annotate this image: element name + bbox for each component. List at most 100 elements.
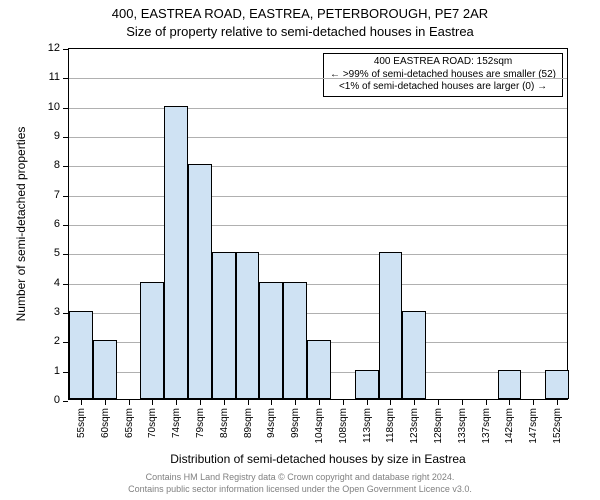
x-tick: [509, 400, 510, 405]
gridline: [69, 108, 567, 109]
x-tick-label: 65sqm: [124, 408, 135, 438]
y-tick-label: 8: [30, 159, 60, 171]
bar: [188, 164, 212, 399]
x-tick: [200, 400, 201, 405]
x-tick-label: 128sqm: [433, 408, 444, 444]
x-tick-label: 142sqm: [504, 408, 515, 444]
y-tick: [63, 313, 68, 314]
x-tick: [176, 400, 177, 405]
y-tick-label: 4: [30, 277, 60, 289]
x-tick-label: 70sqm: [147, 408, 158, 438]
bar: [498, 370, 522, 399]
x-tick: [81, 400, 82, 405]
bar: [164, 106, 188, 399]
legend-line-1: 400 EASTREA ROAD: 152sqm: [330, 56, 556, 69]
x-tick: [295, 400, 296, 405]
x-tick-label: 74sqm: [171, 408, 182, 438]
x-tick-label: 84sqm: [219, 408, 230, 438]
x-tick: [533, 400, 534, 405]
y-tick-label: 7: [30, 189, 60, 201]
y-tick: [63, 196, 68, 197]
bar: [283, 282, 307, 399]
footer-line-1: Contains HM Land Registry data © Crown c…: [0, 472, 600, 482]
chart-container: 400, EASTREA ROAD, EASTREA, PETERBOROUGH…: [0, 0, 600, 500]
x-tick: [438, 400, 439, 405]
footer-line-2: Contains public sector information licen…: [0, 484, 600, 494]
y-tick: [63, 137, 68, 138]
bar: [307, 340, 331, 399]
gridline: [69, 225, 567, 226]
x-tick-label: 133sqm: [457, 408, 468, 444]
bar: [236, 252, 260, 399]
y-tick: [63, 166, 68, 167]
bar: [259, 282, 283, 399]
legend-box: 400 EASTREA ROAD: 152sqm ← >99% of semi-…: [323, 53, 563, 97]
x-tick: [462, 400, 463, 405]
x-tick: [152, 400, 153, 405]
x-tick-label: 152sqm: [552, 408, 563, 444]
y-tick: [63, 225, 68, 226]
y-tick-label: 5: [30, 247, 60, 259]
x-tick-label: 89sqm: [243, 408, 254, 438]
chart-title-address: 400, EASTREA ROAD, EASTREA, PETERBOROUGH…: [0, 6, 600, 21]
legend-line-3: <1% of semi-detached houses are larger (…: [330, 81, 556, 94]
y-tick: [63, 49, 68, 50]
y-tick-label: 10: [30, 101, 60, 113]
bar: [355, 370, 379, 399]
y-tick-label: 11: [30, 71, 60, 83]
bar: [402, 311, 426, 399]
x-tick-label: 55sqm: [76, 408, 87, 438]
y-axis-label: Number of semi-detached properties: [14, 48, 30, 400]
x-tick-label: 113sqm: [362, 408, 373, 443]
x-tick-label: 60sqm: [100, 408, 111, 438]
x-tick-label: 79sqm: [195, 408, 206, 438]
x-tick: [414, 400, 415, 405]
y-tick: [63, 372, 68, 373]
chart-title-subtitle: Size of property relative to semi-detach…: [0, 24, 600, 39]
x-tick: [367, 400, 368, 405]
y-tick-label: 2: [30, 335, 60, 347]
x-tick: [319, 400, 320, 405]
y-tick-label: 1: [30, 365, 60, 377]
x-tick-label: 104sqm: [314, 408, 325, 444]
bar: [545, 370, 569, 399]
gridline: [69, 166, 567, 167]
plot-area: 400 EASTREA ROAD: 152sqm ← >99% of semi-…: [68, 48, 568, 400]
bar: [140, 282, 164, 399]
gridline: [69, 196, 567, 197]
x-tick-label: 123sqm: [409, 408, 420, 444]
x-tick: [248, 400, 249, 405]
bar: [379, 252, 403, 399]
x-tick: [271, 400, 272, 405]
x-tick: [557, 400, 558, 405]
y-tick: [63, 254, 68, 255]
bar: [69, 311, 93, 399]
y-tick: [63, 284, 68, 285]
x-tick: [390, 400, 391, 405]
x-tick: [224, 400, 225, 405]
y-tick: [63, 401, 68, 402]
y-tick-label: 3: [30, 306, 60, 318]
bar: [93, 340, 117, 399]
y-tick-label: 6: [30, 218, 60, 230]
x-tick-label: 94sqm: [266, 408, 277, 438]
y-tick-label: 12: [30, 42, 60, 54]
x-tick: [343, 400, 344, 405]
x-tick-label: 108sqm: [338, 408, 349, 444]
x-tick-label: 137sqm: [481, 408, 492, 444]
y-tick-label: 9: [30, 130, 60, 142]
x-tick: [129, 400, 130, 405]
y-tick: [63, 78, 68, 79]
gridline: [69, 137, 567, 138]
bar: [212, 252, 236, 399]
gridline: [69, 78, 567, 79]
x-axis-label: Distribution of semi-detached houses by …: [68, 452, 568, 466]
x-tick: [105, 400, 106, 405]
x-tick-label: 147sqm: [528, 408, 539, 444]
x-tick-label: 99sqm: [290, 408, 301, 438]
y-tick-label: 0: [30, 394, 60, 406]
y-tick: [63, 108, 68, 109]
x-tick: [486, 400, 487, 405]
x-tick-label: 118sqm: [385, 408, 396, 443]
gridline: [69, 254, 567, 255]
